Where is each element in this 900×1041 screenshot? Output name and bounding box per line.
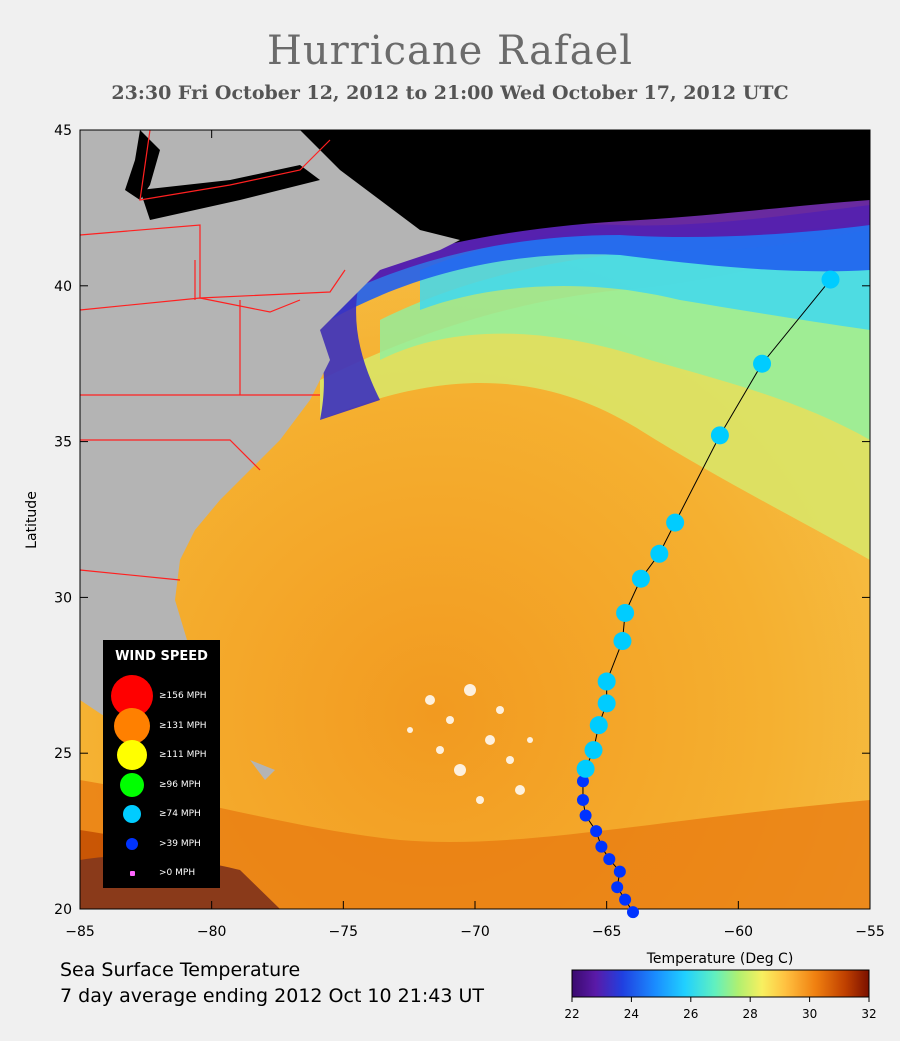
track-point-storm <box>595 840 608 853</box>
track-point-storm <box>576 775 589 788</box>
track-point-hurricane <box>584 741 603 760</box>
legend-item: ≥96 MPH <box>103 772 220 797</box>
colorbar-tick-label: 30 <box>802 1007 817 1021</box>
colorbar-tick-label: 32 <box>861 1007 876 1021</box>
track-point-storm <box>619 893 632 906</box>
legend-label: ≥74 MPH <box>159 809 201 819</box>
y-axis-label: Latitude <box>24 491 40 549</box>
legend-dot <box>117 740 147 770</box>
track-point-storm <box>613 865 626 878</box>
colorbar-tick-label: 28 <box>743 1007 758 1021</box>
legend-label: >39 MPH <box>159 838 201 849</box>
track-point-hurricane <box>753 354 772 373</box>
sst-caption-line1: Sea Surface Temperature <box>60 959 301 981</box>
hurricane-track <box>576 270 840 919</box>
x-tick-label: −65 <box>592 924 622 940</box>
track-point-storm <box>579 809 592 822</box>
legend-item: ≥74 MPH <box>103 804 220 824</box>
y-tick-label: 20 <box>54 902 72 918</box>
y-tick-label: 40 <box>54 279 72 295</box>
legend-label: ≥131 MPH <box>159 720 207 731</box>
y-tick-label: 30 <box>54 590 72 606</box>
legend-dot <box>114 707 150 744</box>
colorbar <box>571 969 870 998</box>
track-point-hurricane <box>613 632 632 651</box>
legend-dot <box>129 870 135 876</box>
y-tick-label: 25 <box>54 746 72 762</box>
legend-label: ≥111 MPH <box>159 750 207 760</box>
x-axis-ticks: −85 −80 −75 −70 −65 −60 −55 <box>65 130 885 940</box>
track-point-hurricane <box>631 569 650 588</box>
legend-label: ≥156 MPH <box>159 691 207 701</box>
colorbar-tick-label: 24 <box>624 1007 639 1021</box>
track-point-storm <box>590 825 603 838</box>
track-point-hurricane <box>666 513 685 532</box>
y-tick-label: 45 <box>54 123 72 139</box>
colorbar-ticks: 22 24 26 28 30 32 <box>564 997 877 1021</box>
track-point-hurricane <box>650 544 669 563</box>
wind-speed-legend: WIND SPEED ≥156 MPH ≥131 MPH ≥111 MPH ≥96 M… <box>103 640 220 888</box>
colorbar-tick-label: 26 <box>683 1007 698 1021</box>
track-point-storm <box>576 793 589 806</box>
x-tick-label: −70 <box>460 924 490 940</box>
x-tick-label: −75 <box>329 924 359 940</box>
legend-dot <box>126 837 138 850</box>
track-point-hurricane <box>589 716 608 735</box>
map-title: Hurricane Rafael <box>266 28 634 74</box>
legend-label: ≥96 MPH <box>159 779 201 790</box>
track-point-storm <box>603 853 616 866</box>
track-point-storm <box>611 881 624 894</box>
sst-caption-line2: 7 day average ending 2012 Oct 10 21:43 U… <box>60 985 484 1007</box>
track-point-hurricane <box>597 672 616 691</box>
legend-title: WIND SPEED <box>115 649 208 664</box>
colorbar-tick-label: 22 <box>564 1007 579 1021</box>
track-point-storm <box>627 906 639 919</box>
x-tick-label: −80 <box>197 924 227 940</box>
track-point-hurricane <box>821 270 840 289</box>
legend-dot <box>123 805 141 823</box>
y-tick-label: 35 <box>54 435 72 451</box>
legend-item: ≥156 MPH <box>103 675 220 717</box>
x-tick-label: −60 <box>724 924 754 940</box>
x-tick-label: −85 <box>65 924 95 940</box>
track-point-hurricane <box>576 759 595 778</box>
legend-item: >39 MPH <box>103 834 220 854</box>
track-point-hurricane <box>616 603 635 622</box>
legend-label: >0 MPH <box>159 868 196 878</box>
sst-caption: Sea Surface Temperature 7 day average en… <box>60 957 484 1009</box>
colorbar-title: Temperature (Deg C) <box>646 951 794 967</box>
legend-item: >0 MPH <box>103 863 220 883</box>
track-point-hurricane <box>710 426 729 445</box>
legend-item: ≥111 MPH <box>103 740 220 770</box>
legend-item: ≥131 MPH <box>103 707 220 744</box>
date-range-subtitle: 23:30 Fri October 12, 2012 to 21:00 Wed … <box>111 82 789 104</box>
legend-dot <box>120 772 144 797</box>
state-borders <box>80 130 346 581</box>
y-axis-ticks: 20 25 30 35 40 45 <box>54 123 870 918</box>
track-point-hurricane <box>597 694 616 713</box>
x-tick-label: −55 <box>855 924 885 940</box>
